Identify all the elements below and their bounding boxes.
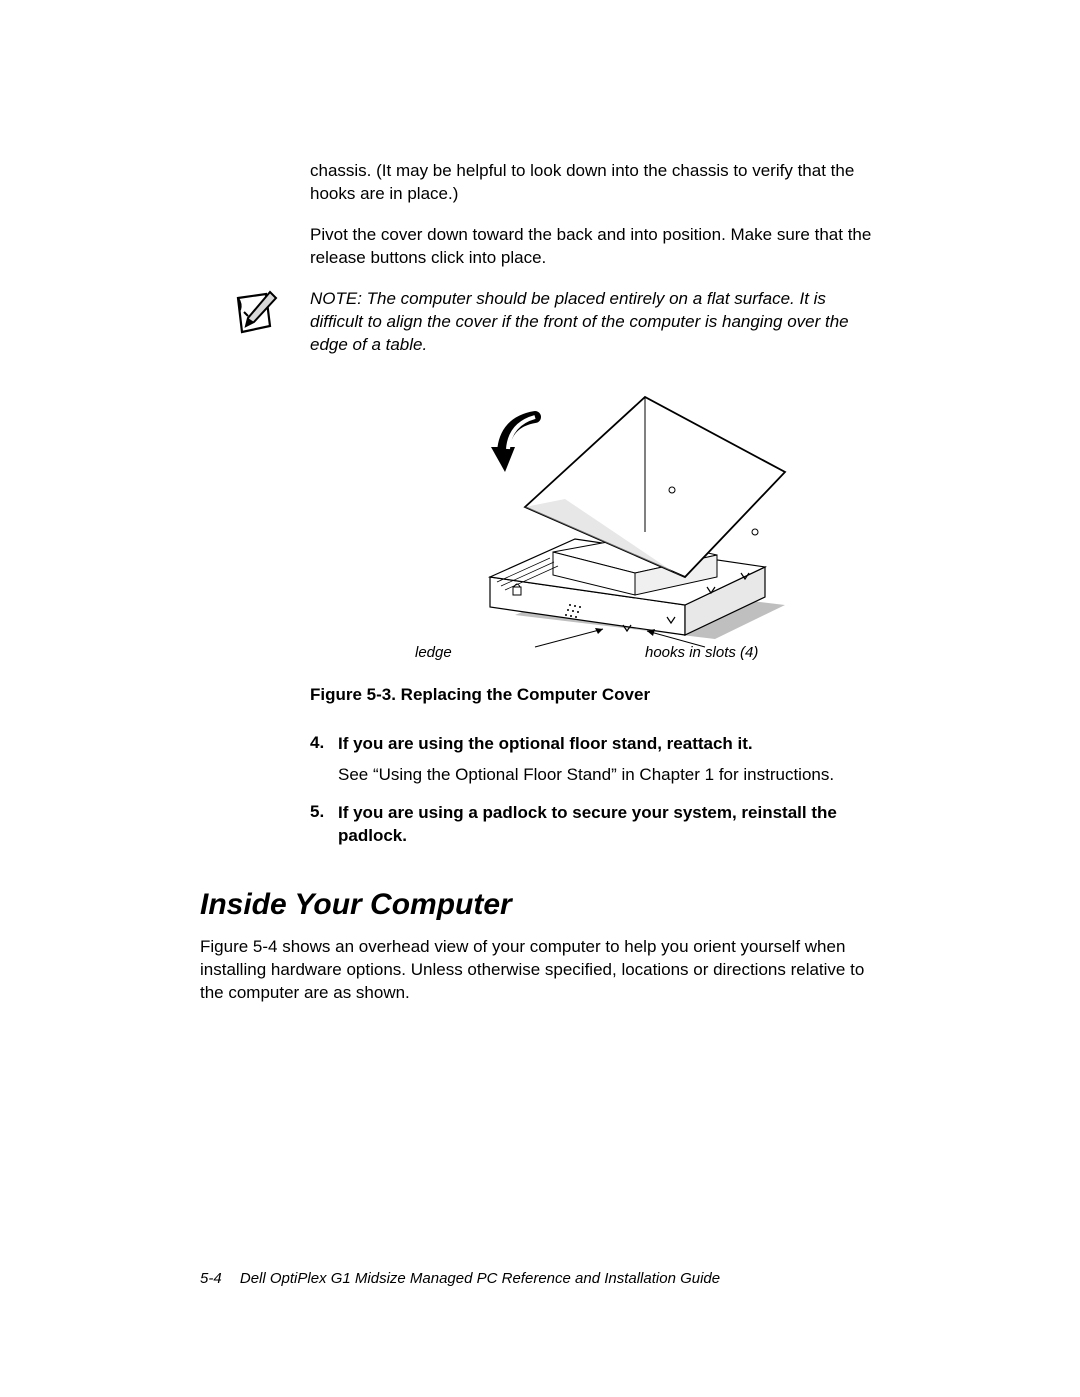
heading-inside-your-computer: Inside Your Computer <box>200 888 880 922</box>
step-4-title: If you are using the optional floor stan… <box>338 733 880 756</box>
computer-cover-illustration <box>385 377 805 657</box>
note-text: NOTE: The computer should be placed enti… <box>310 288 880 357</box>
callout-hooks: hooks in slots (4) <box>645 644 758 661</box>
paragraph-pivot: Pivot the cover down toward the back and… <box>310 224 880 270</box>
footer-page-number: 5-4 <box>200 1270 222 1287</box>
figure-caption: Figure 5-3. Replacing the Computer Cover <box>310 685 880 705</box>
note-pencil-icon <box>230 288 290 345</box>
note-block: NOTE: The computer should be placed enti… <box>200 288 880 357</box>
callout-ledge: ledge <box>415 644 452 661</box>
step-5-title: If you are using a padlock to secure you… <box>338 802 880 848</box>
step-5: 5. If you are using a padlock to secure … <box>310 802 880 848</box>
paragraph-chassis: chassis. (It may be helpful to look down… <box>310 160 880 206</box>
figure-5-3: ledge hooks in slots (4) <box>310 377 880 667</box>
step-4: 4. If you are using the optional floor s… <box>310 733 880 787</box>
page-footer: 5-4 Dell OptiPlex G1 Midsize Managed PC … <box>200 1270 720 1287</box>
paragraph-overhead: Figure 5-4 shows an overhead view of you… <box>200 936 880 1005</box>
step-4-desc: See “Using the Optional Floor Stand” in … <box>338 764 880 787</box>
step-4-number: 4. <box>310 733 338 787</box>
step-5-number: 5. <box>310 802 338 848</box>
footer-doc-title: Dell OptiPlex G1 Midsize Managed PC Refe… <box>240 1270 720 1287</box>
